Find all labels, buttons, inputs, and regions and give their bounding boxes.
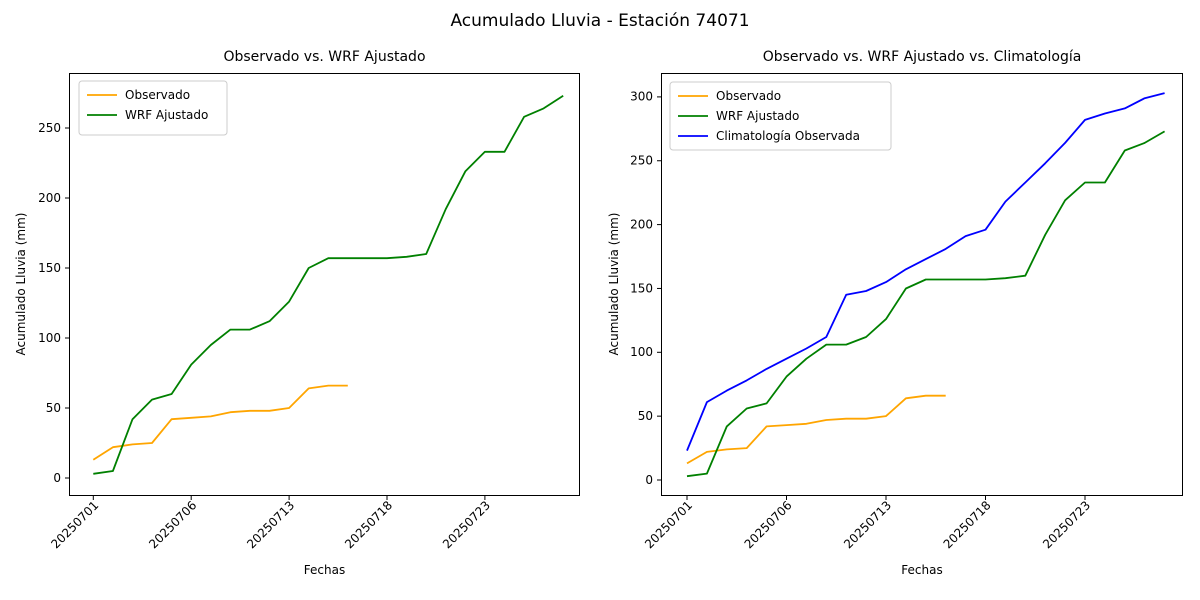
y-tick-label: 150: [630, 281, 653, 295]
y-tick-label: 100: [630, 345, 653, 359]
left-subplot-title: Observado vs. WRF Ajustado: [223, 49, 426, 65]
right-y-axis-label: Acumulado Lluvia (mm): [607, 212, 621, 356]
legend: Observado WRF Ajustado: [78, 80, 228, 136]
x-tick-label: 20250701: [48, 498, 101, 551]
legend-label: WRF Ajustado: [125, 108, 208, 122]
y-tick-label: 0: [645, 473, 653, 487]
legend-label: WRF Ajustado: [716, 109, 799, 123]
x-tick-label: 20250706: [742, 498, 795, 551]
legend-frame: [669, 81, 892, 151]
y-tick-label: 300: [630, 90, 653, 104]
wrf-ajustado-line: [686, 130, 1166, 478]
legend-label: Observado: [125, 88, 190, 102]
y-tick-label: 50: [638, 409, 653, 423]
x-tick-label: 20250718: [941, 498, 994, 551]
y-tick-label: 100: [38, 331, 61, 345]
y-tick-label: 150: [38, 261, 61, 275]
figure-title: Acumulado Lluvia - Estación 74071: [450, 11, 750, 31]
left-y-axis-label: Acumulado Lluvia (mm): [14, 212, 28, 356]
y-tick-label: 200: [38, 191, 61, 205]
y-tick-label: 200: [630, 217, 653, 231]
x-tick-label: 20250713: [244, 498, 297, 551]
observado-line: [92, 384, 348, 461]
legend: Observado WRF Ajustado Climatología Observ…: [669, 81, 892, 151]
x-tick-label: 20250713: [841, 498, 894, 551]
climatolog-a-observada-line: [686, 92, 1165, 451]
x-tick-label: 20250701: [642, 498, 695, 551]
y-tick-label: 250: [38, 121, 61, 135]
y-tick-label: 250: [630, 154, 653, 168]
x-tick-label: 20250723: [1040, 498, 1093, 551]
observado-line: [686, 394, 946, 465]
y-tick-label: 0: [53, 471, 61, 485]
y-tick-label: 50: [46, 401, 61, 415]
x-tick-label: 20250718: [342, 498, 395, 551]
x-tick-label: 20250723: [440, 498, 493, 551]
wrf-ajustado-line: [93, 95, 564, 475]
axes-spines: [69, 73, 580, 496]
left-x-axis-label: Fechas: [303, 563, 346, 577]
right-x-axis-label: Fechas: [901, 563, 943, 577]
legend-label: Climatología Observada: [716, 129, 860, 143]
right-subplot-title: Observado vs. WRF Ajustado vs. Climatolo…: [762, 49, 1082, 65]
x-tick-label: 20250706: [146, 498, 199, 551]
left-plot-svg: 0 50 100 150 200 250 20250701 20250706 20250713 2…: [38, 73, 580, 551]
legend-label: Observado: [716, 89, 781, 103]
axes-spines: [661, 73, 1183, 496]
right-plot-svg: 0 50 100 150 200 250 300 20250701 20250706 202507…: [630, 73, 1183, 551]
